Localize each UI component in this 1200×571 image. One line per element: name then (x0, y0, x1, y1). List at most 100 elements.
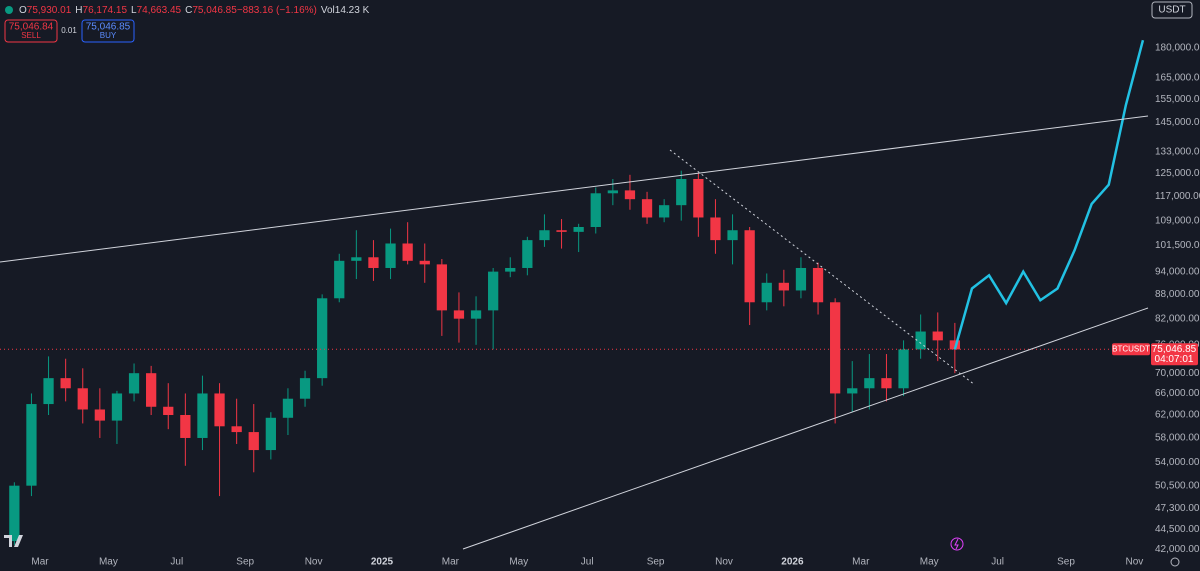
candle-body (282, 398, 294, 418)
candle-body (795, 267, 807, 291)
candle-body (180, 414, 191, 438)
candle-body (163, 406, 174, 415)
currency-button[interactable] (1151, 1, 1193, 19)
candle-body (573, 227, 584, 232)
y-tick-label: 44,500.00 (1155, 524, 1200, 535)
plot-area (0, 39, 1148, 546)
x-tick-label: Nov (1126, 557, 1144, 568)
candle-body (761, 282, 772, 303)
candle-body (128, 373, 140, 394)
legend-value: 75,046.85 (192, 5, 237, 16)
y-tick-label: 66,000.00 (1155, 388, 1200, 399)
sell-label: SELL (21, 31, 41, 40)
candle-body (847, 388, 858, 394)
x-tick-label: Mar (442, 557, 460, 568)
x-tick-label: May (99, 557, 118, 568)
trend-line (669, 149, 976, 386)
x-tick-label: Sep (1057, 557, 1075, 568)
last-price-label: 75,046.85 (1152, 344, 1197, 355)
projection-line (953, 39, 1145, 350)
candle-body (111, 393, 123, 421)
y-tick-label: 145,000.00 (1155, 117, 1200, 128)
y-tick-label: 165,000.00 (1155, 72, 1200, 83)
candle-body (539, 230, 550, 241)
axes: 42,000.00 44,500.00 47,300.00 50,500.00 54,0… (31, 42, 1200, 567)
price-tag (1151, 343, 1198, 366)
candle-body (43, 378, 54, 405)
buy-button[interactable] (81, 19, 135, 43)
candle-body (590, 193, 601, 228)
buy-price: 75,046.85 (86, 22, 131, 33)
x-tick-label: May (920, 557, 939, 568)
legend-label: L (131, 5, 137, 16)
x-tick-label: Jul (170, 557, 183, 568)
candle-body (744, 230, 755, 303)
y-tick-label: 180,000.00 (1155, 42, 1200, 53)
candle-body (436, 264, 447, 311)
sell-price: 75,046.84 (9, 22, 54, 33)
candle-body (864, 378, 875, 389)
candle-body (812, 267, 824, 303)
candle-body (522, 240, 533, 268)
y-tick-label: 62,000.00 (1155, 410, 1200, 421)
x-tick-label: Sep (236, 557, 254, 568)
candle-body (727, 230, 738, 241)
candle-body (488, 271, 499, 311)
legend-value: 75,930.01 (27, 5, 72, 16)
candle-body (676, 178, 687, 206)
y-tick-label: 47,300.00 (1155, 503, 1200, 514)
candle-body (607, 190, 618, 194)
x-tick-label: 2025 (371, 557, 394, 568)
candle-body (641, 199, 653, 218)
candle-body (94, 409, 105, 421)
y-tick-label: 58,000.00 (1155, 433, 1200, 444)
logo[interactable] (4, 535, 23, 547)
y-tick-label: 70,000.00 (1155, 368, 1200, 379)
x-tick-label: Jul (991, 557, 1004, 568)
candle-body (77, 388, 88, 410)
x-tick-label: Nov (715, 557, 733, 568)
candle-body (299, 378, 311, 399)
y-tick-label: 117,000.00 (1155, 191, 1200, 202)
event-icon[interactable] (950, 537, 964, 551)
y-tick-label: 50,500.00 (1155, 480, 1200, 491)
candle-body (624, 190, 636, 200)
sell-button[interactable] (4, 19, 58, 43)
candle-body (317, 298, 328, 379)
candle-body (214, 393, 225, 427)
y-tick-label: 54,000.00 (1155, 457, 1200, 468)
trend-line (462, 307, 1149, 550)
candle-body (419, 260, 430, 265)
candle-body (351, 257, 362, 261)
y-tick-label: 42,000.00 (1155, 544, 1200, 555)
candle-body (693, 178, 704, 218)
candle-body (778, 282, 789, 291)
legend-label: Vol (321, 5, 335, 16)
y-tick-label: 109,000.00 (1155, 215, 1200, 226)
candle-body (9, 485, 20, 542)
y-tick-label: 155,000.00 (1155, 94, 1200, 105)
candle-body (830, 302, 841, 394)
settings-icon[interactable] (1170, 557, 1180, 567)
y-tick-label: 82,000.00 (1155, 313, 1200, 324)
candle-body (932, 331, 943, 341)
candle-body (915, 331, 926, 350)
x-tick-label: Jul (581, 557, 594, 568)
candle-body (146, 373, 157, 407)
event-icon-bolt (954, 538, 959, 550)
legend-value: 74,663.45 (137, 5, 182, 16)
quantity[interactable]: 0.01 (61, 26, 77, 35)
candle-body (265, 417, 276, 451)
symbol-label: BTCUSDT (1112, 344, 1150, 353)
countdown-label: 04:07:01 (1155, 354, 1194, 365)
x-tick-label: Sep (647, 557, 665, 568)
legend-value: 14.23 K (335, 5, 370, 16)
y-tick-label: 94,000.00 (1155, 266, 1200, 277)
y-tick-label: 133,000.00 (1155, 147, 1200, 158)
buy-label: BUY (100, 31, 117, 40)
x-tick-label: May (509, 557, 528, 568)
candle-body (334, 260, 345, 299)
